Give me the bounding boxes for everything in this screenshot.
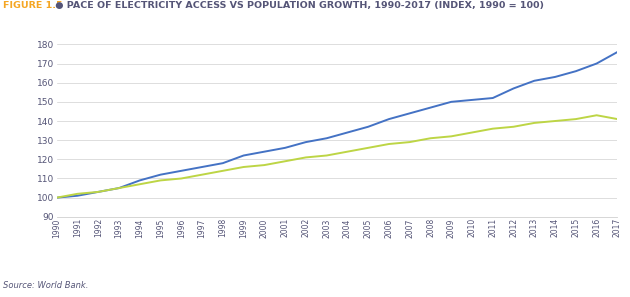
Total population: [282, 159, 289, 163]
Total population: [178, 177, 185, 180]
Total population: [343, 150, 351, 154]
Population with access to electricity: [551, 75, 559, 79]
Population with access to electricity: [593, 62, 600, 65]
Population with access to electricity: [406, 112, 413, 115]
Total population: [427, 136, 434, 140]
Population with access to electricity: [261, 150, 268, 154]
Total population: [136, 182, 144, 186]
Total population: [447, 135, 455, 138]
Population with access to electricity: [510, 87, 517, 90]
Population with access to electricity: [94, 190, 102, 194]
Text: Source: World Bank.: Source: World Bank.: [3, 282, 89, 290]
Population with access to electricity: [614, 50, 621, 54]
Total population: [219, 169, 227, 173]
Line: Population with access to electricity: Population with access to electricity: [57, 52, 617, 198]
Total population: [74, 192, 81, 196]
Total population: [614, 117, 621, 121]
Population with access to electricity: [385, 117, 392, 121]
Population with access to electricity: [447, 100, 455, 104]
Population with access to electricity: [343, 131, 351, 134]
Population with access to electricity: [198, 165, 206, 169]
Total population: [510, 125, 517, 129]
Total population: [468, 131, 476, 134]
Population with access to electricity: [74, 194, 81, 198]
Total population: [593, 113, 600, 117]
Total population: [240, 165, 248, 169]
Total population: [157, 178, 164, 182]
Total population: [323, 154, 331, 157]
Population with access to electricity: [427, 106, 434, 109]
Total population: [302, 156, 310, 159]
Text: ● PACE OF ELECTRICITY ACCESS VS POPULATION GROWTH, 1990-2017 (INDEX, 1990 = 100): ● PACE OF ELECTRICITY ACCESS VS POPULATI…: [52, 1, 544, 10]
Total population: [261, 163, 268, 167]
Population with access to electricity: [282, 146, 289, 150]
Total population: [115, 186, 123, 190]
Population with access to electricity: [115, 186, 123, 190]
Total population: [530, 121, 538, 125]
Population with access to electricity: [530, 79, 538, 83]
Total population: [385, 142, 392, 146]
Total population: [572, 117, 580, 121]
Population with access to electricity: [157, 173, 164, 176]
Population with access to electricity: [323, 136, 331, 140]
Population with access to electricity: [219, 161, 227, 165]
Total population: [489, 127, 496, 130]
Population with access to electricity: [572, 69, 580, 73]
Population with access to electricity: [489, 96, 496, 100]
Population with access to electricity: [53, 196, 60, 199]
Total population: [198, 173, 206, 176]
Line: Total population: Total population: [57, 115, 617, 198]
Population with access to electricity: [240, 154, 248, 157]
Total population: [53, 196, 60, 199]
Total population: [94, 190, 102, 194]
Population with access to electricity: [136, 178, 144, 182]
Population with access to electricity: [468, 98, 476, 102]
Total population: [406, 140, 413, 144]
Total population: [551, 119, 559, 123]
Total population: [364, 146, 372, 150]
Population with access to electricity: [178, 169, 185, 173]
Text: FIGURE 1.5: FIGURE 1.5: [3, 1, 62, 10]
Population with access to electricity: [364, 125, 372, 129]
Population with access to electricity: [302, 140, 310, 144]
